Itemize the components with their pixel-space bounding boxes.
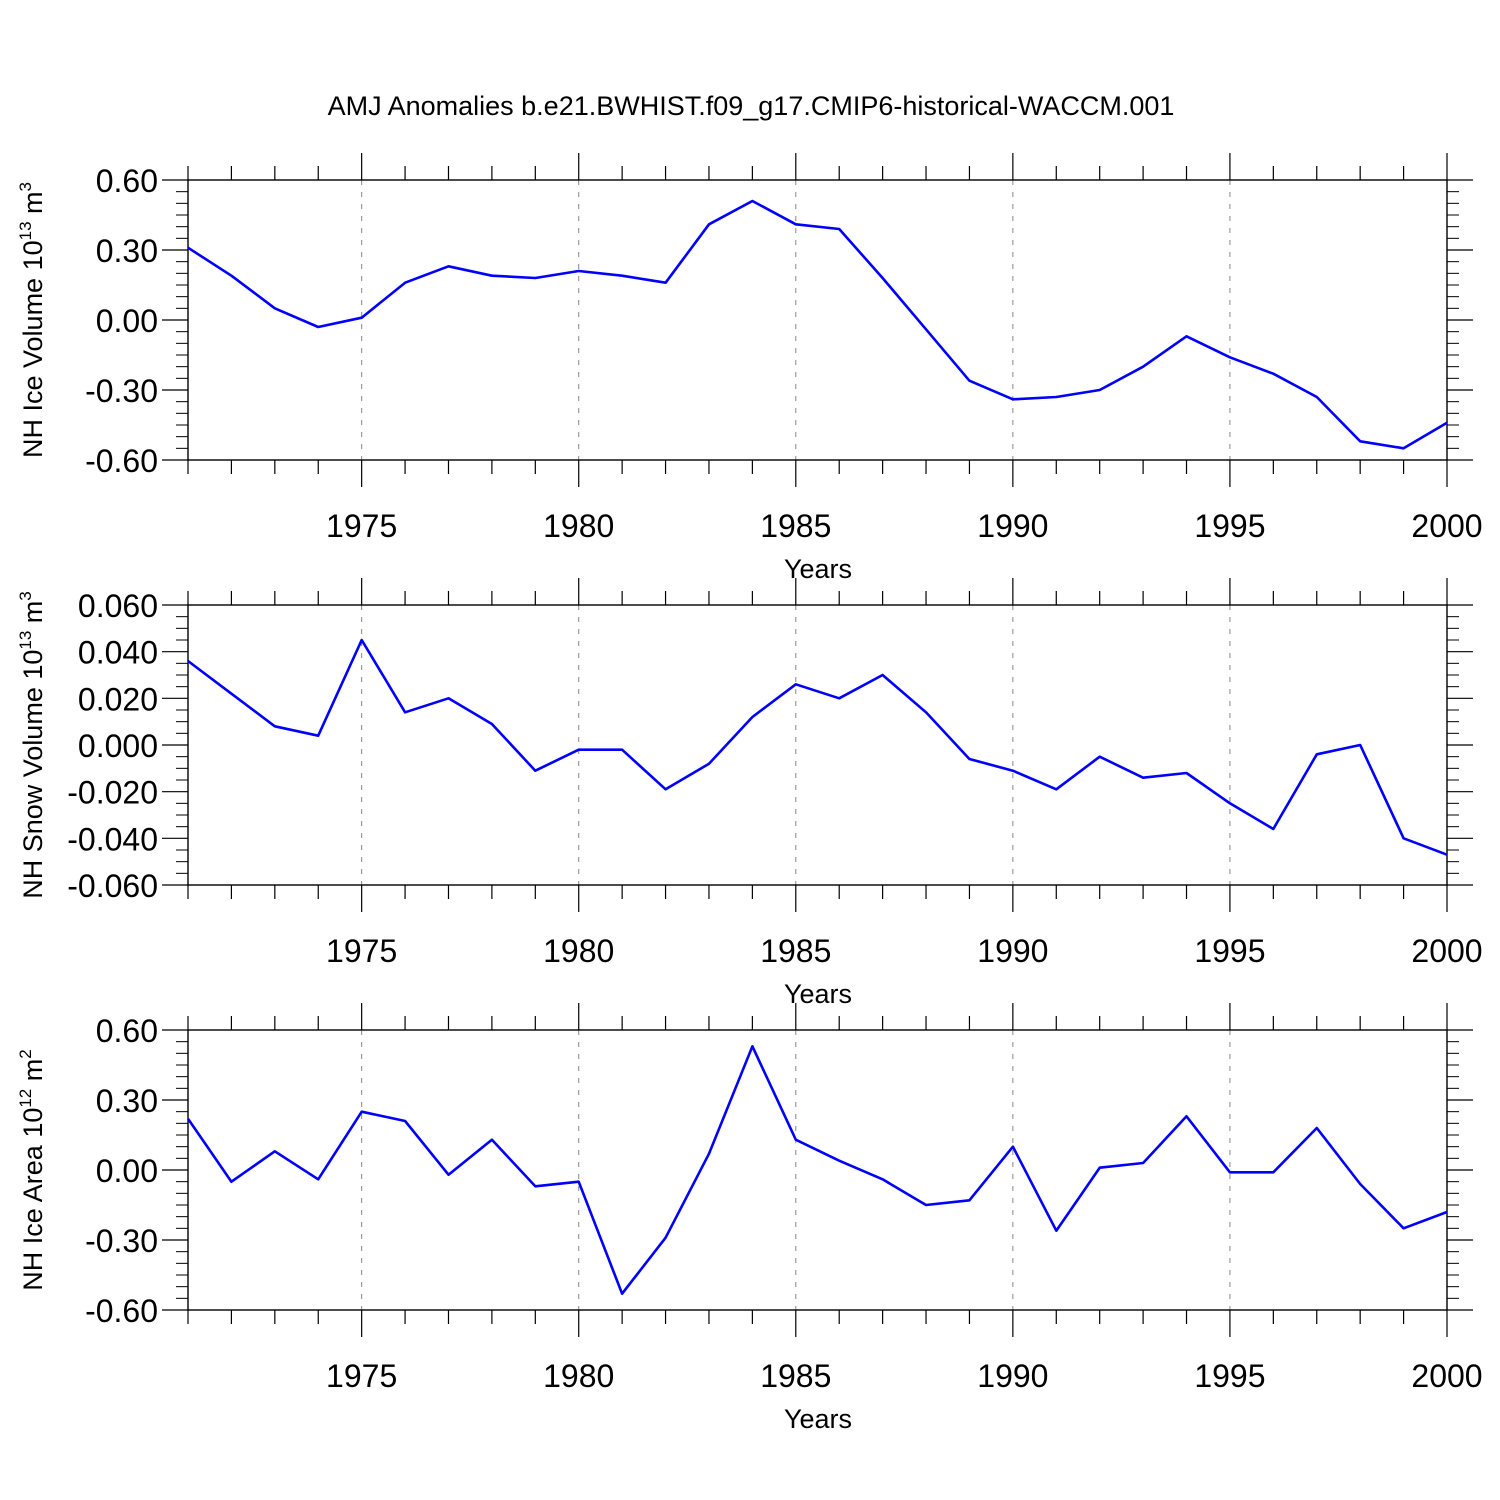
plot-frame — [187, 1029, 1448, 1311]
x-tick-label: 1980 — [543, 508, 614, 544]
plot-frame — [187, 604, 1448, 886]
y-tick-label: 0.060 — [78, 588, 158, 624]
x-tick-label: 2000 — [1411, 508, 1482, 544]
x-tick-label: 1975 — [326, 508, 397, 544]
x-tick-label: 2000 — [1411, 933, 1482, 969]
y-tick-label: 0.30 — [96, 1083, 158, 1119]
y-tick-label: -0.60 — [85, 443, 158, 479]
x-tick-label: 1995 — [1194, 1358, 1265, 1394]
plot-frame — [187, 179, 1448, 461]
x-tick-label: 1975 — [326, 933, 397, 969]
x-tick-label: 1995 — [1194, 508, 1265, 544]
panel-3: -0.60 -0.30 0.00 0.30 0.60 1975 1980 1985 1990 19… — [16, 1003, 1483, 1434]
panels: -0.60 -0.30 0.00 0.30 0.60 1975 1980 1985 1990 19… — [16, 153, 1483, 1434]
x-tick-label: 1985 — [760, 933, 831, 969]
y-tick-label: -0.020 — [67, 775, 158, 811]
chart-title: AMJ Anomalies b.e21.BWHIST.f09_g17.CMIP6… — [328, 91, 1175, 121]
y-tick-label: -0.30 — [85, 373, 158, 409]
y-tick-label: 0.30 — [96, 233, 158, 269]
panel-2: -0.060 -0.040 -0.020 0.000 0.020 0.040 0.060 19… — [16, 578, 1483, 1009]
y-tick-label: -0.60 — [85, 1293, 158, 1329]
y-axis-label: NH Ice Area 1012 m2 — [16, 1049, 48, 1290]
x-tick-label: 2000 — [1411, 1358, 1482, 1394]
x-axis-label: Years — [784, 554, 852, 584]
x-tick-label: 1990 — [977, 933, 1048, 969]
y-axis-label: NH Ice Volume 1013 m3 — [16, 182, 48, 458]
x-tick-label: 1980 — [543, 933, 614, 969]
x-tick-label: 1990 — [977, 508, 1048, 544]
y-tick-label: 0.00 — [96, 303, 158, 339]
panel-1: -0.60 -0.30 0.00 0.30 0.60 1975 1980 1985 1990 19… — [16, 153, 1483, 584]
y-tick-label: -0.060 — [67, 868, 158, 904]
x-tick-label: 1995 — [1194, 933, 1265, 969]
x-axis-label: Years — [784, 1404, 852, 1434]
y-tick-label: 0.60 — [96, 163, 158, 199]
x-tick-label: 1985 — [760, 1358, 831, 1394]
x-tick-label: 1975 — [326, 1358, 397, 1394]
series-line — [187, 199, 1448, 450]
y-tick-label: 0.020 — [78, 681, 158, 717]
x-tick-label: 1985 — [760, 508, 831, 544]
y-tick-label: 0.040 — [78, 635, 158, 671]
y-tick-label: -0.30 — [85, 1223, 158, 1259]
x-tick-label: 1990 — [977, 1358, 1048, 1394]
series-line — [187, 638, 1448, 856]
y-tick-label: 0.00 — [96, 1153, 158, 1189]
x-axis-label: Years — [784, 979, 852, 1009]
y-axis-label: NH Snow Volume 1013 m3 — [16, 591, 48, 899]
y-tick-label: -0.040 — [67, 821, 158, 857]
x-tick-label: 1980 — [543, 1358, 614, 1394]
series-line — [186, 1045, 1448, 1295]
y-tick-label: 0.60 — [96, 1013, 158, 1049]
y-tick-label: 0.000 — [78, 728, 158, 764]
